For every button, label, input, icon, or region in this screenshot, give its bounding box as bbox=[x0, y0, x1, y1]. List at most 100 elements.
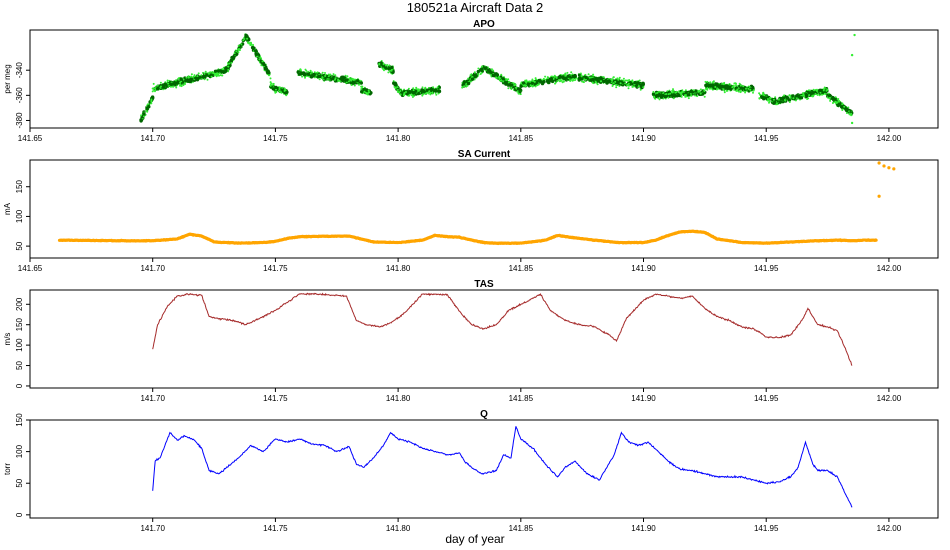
apo-light-point bbox=[238, 49, 241, 52]
apo-light-point bbox=[180, 84, 182, 87]
apo-light-point bbox=[744, 91, 747, 94]
apo-light-point bbox=[837, 98, 840, 100]
apo-light-point bbox=[146, 110, 149, 113]
apo-light-point bbox=[812, 88, 815, 91]
apo-light-point bbox=[338, 79, 341, 82]
apo-light-point bbox=[246, 37, 249, 40]
apo-light-point bbox=[142, 115, 145, 118]
apo-light-point bbox=[592, 73, 595, 76]
apo-light-point bbox=[564, 74, 567, 77]
apo-dark-point bbox=[416, 91, 421, 96]
apo-dark-point bbox=[218, 69, 223, 73]
apo-dark-point bbox=[462, 80, 466, 84]
apo-light-point bbox=[182, 78, 185, 81]
apo-light-point bbox=[819, 91, 822, 94]
apo-light-point bbox=[334, 74, 337, 77]
apo-light-point bbox=[268, 74, 270, 77]
apo-dark-point bbox=[494, 72, 498, 76]
apo-light-point bbox=[653, 95, 655, 98]
apo-dark-point bbox=[476, 69, 480, 74]
apo-light-point bbox=[172, 85, 175, 88]
apo-dark-point bbox=[488, 69, 492, 74]
apo-light-point bbox=[269, 84, 272, 87]
apo-dark-point bbox=[156, 87, 160, 91]
apo-light-point bbox=[747, 87, 750, 90]
apo-light-point bbox=[572, 79, 575, 82]
apo-light-point bbox=[425, 92, 428, 95]
apo-dark-point bbox=[542, 80, 546, 84]
x-tick-label: 141.70 bbox=[140, 134, 165, 143]
apo-dark-point bbox=[709, 84, 714, 88]
apo-light-point bbox=[187, 75, 190, 78]
apo-light-point bbox=[227, 65, 230, 68]
apo-light-point bbox=[772, 98, 775, 101]
apo-light-point bbox=[680, 95, 683, 98]
apo-light-point bbox=[249, 41, 252, 44]
apo-light-point bbox=[203, 78, 206, 81]
apo-dark-point bbox=[437, 89, 441, 93]
apo-light-point bbox=[283, 87, 286, 90]
apo-dark-point bbox=[509, 83, 513, 87]
apo-dark-point bbox=[470, 77, 475, 81]
apo-light-point bbox=[710, 87, 713, 90]
apo-light-point bbox=[559, 78, 562, 81]
apo-dark-point bbox=[437, 85, 441, 90]
apo-light-point bbox=[767, 98, 769, 100]
apo-light-point bbox=[699, 88, 702, 91]
apo-light-point bbox=[802, 92, 805, 95]
apo-light-point bbox=[489, 73, 492, 76]
apo-light-point bbox=[808, 89, 811, 92]
apo-dark-point bbox=[429, 87, 433, 91]
apo-dark-point bbox=[425, 88, 429, 93]
y-tick-label: -340 bbox=[15, 62, 24, 79]
figure-title: 180521a Aircraft Data 2 bbox=[407, 0, 544, 15]
apo-dark-point bbox=[762, 97, 766, 101]
apo-dark-point bbox=[365, 88, 369, 92]
apo-light-point bbox=[353, 78, 356, 81]
apo-light-point bbox=[672, 97, 675, 100]
apo-light-point bbox=[301, 75, 304, 78]
apo-light-point bbox=[281, 86, 284, 89]
apo-dark-point bbox=[636, 81, 640, 85]
apo-light-point bbox=[324, 72, 326, 74]
panel-title: SA Current bbox=[458, 149, 511, 160]
apo-light-point bbox=[160, 85, 162, 88]
apo-light-point bbox=[344, 74, 347, 77]
apo-light-point bbox=[616, 77, 619, 80]
apo-light-point bbox=[669, 92, 672, 95]
apo-light-point bbox=[466, 84, 469, 87]
apo-light-point bbox=[652, 91, 655, 93]
x-tick-label: 141.70 bbox=[140, 264, 165, 273]
apo-dark-point bbox=[670, 93, 675, 97]
apo-light-point bbox=[367, 89, 370, 92]
apo-light-point bbox=[329, 73, 332, 76]
apo-dark-point bbox=[840, 105, 844, 109]
apo-light-point bbox=[169, 85, 172, 88]
apo-light-point bbox=[737, 87, 740, 90]
apo-dark-point bbox=[162, 85, 166, 90]
apo-light-point bbox=[611, 85, 614, 87]
apo-light-point bbox=[536, 84, 539, 87]
apo-outlier-point bbox=[850, 53, 854, 57]
apo-light-point bbox=[321, 71, 324, 74]
apo-light-point bbox=[383, 69, 385, 72]
apo-outlier-point bbox=[853, 33, 856, 37]
apo-light-point bbox=[353, 84, 356, 87]
apo-light-point bbox=[529, 80, 532, 83]
apo-light-point bbox=[278, 86, 281, 89]
apo-light-point bbox=[742, 85, 745, 88]
apo-light-point bbox=[204, 70, 207, 73]
apo-light-point bbox=[543, 78, 545, 81]
apo-light-point bbox=[627, 82, 630, 85]
apo-dark-point bbox=[584, 75, 588, 80]
apo-light-point bbox=[835, 102, 838, 105]
apo-light-point bbox=[396, 86, 399, 89]
apo-light-point bbox=[429, 91, 432, 94]
apo-light-point bbox=[596, 83, 599, 86]
apo-light-point bbox=[412, 89, 415, 92]
apo-light-point bbox=[250, 43, 252, 46]
apo-dark-point bbox=[297, 72, 302, 76]
apo-light-point bbox=[512, 82, 515, 85]
apo-light-point bbox=[534, 77, 537, 80]
apo-light-point bbox=[738, 82, 741, 85]
